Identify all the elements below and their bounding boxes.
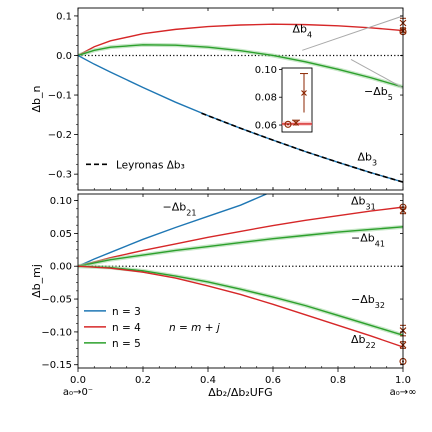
- bot-annotation-0: −Δb21: [163, 200, 197, 217]
- bottom-legend: n = 3 n = 4 n = 5 n = m + j: [84, 306, 220, 350]
- bottom-panel: 0.10 0.05 0.00 −0.05 −0.10 −0.15 0.0 0.2 0.4 0.6 0…: [30, 193, 417, 399]
- bot-xtick-label-4: 0.8: [330, 375, 346, 386]
- bot-annotation-3: −Δb32: [351, 293, 385, 310]
- top-panel: 0.1 0.0 −0.1 −0.2 −0.3 Δb_n Δb4 −Δb5 Δb3 Leyron…: [30, 7, 407, 191]
- top-annotation-0: Δb4: [293, 23, 313, 40]
- bot-y-axis-label: Δb_mj: [30, 264, 43, 298]
- xtick-extra-left: a₀→0⁻: [63, 387, 93, 398]
- bot-series-line-1: [78, 206, 403, 267]
- legend-label-0: n = 3: [112, 306, 141, 318]
- top-annotation-1: −Δb5: [364, 85, 393, 102]
- inset-o-marker-2: [284, 120, 292, 128]
- top-ytick-label-3: −0.2: [48, 130, 72, 141]
- bottom-annotations-group: −Δb21 Δb31 −Δb41 −Δb32 Δb22: [163, 195, 385, 350]
- inset-o-dot-2: [287, 123, 289, 126]
- bot-annotation-4: Δb22: [351, 333, 376, 350]
- top-series-group: [78, 15, 403, 183]
- bot-annotation-1: Δb31: [351, 195, 376, 212]
- bot-xtick-label-5: 1.0: [395, 375, 411, 386]
- bot-ytick-label-4: −0.10: [41, 327, 72, 338]
- legend-label-1: n = 4: [112, 322, 141, 334]
- inset-x-marker-0: [301, 90, 307, 96]
- bot-xtick-label-1: 0.2: [135, 375, 151, 386]
- bot-ytick-label-0: 0.10: [50, 196, 72, 207]
- top-ytick-label-1: 0.0: [56, 51, 72, 62]
- top-axis-group: 0.1 0.0 −0.1 −0.2 −0.3 Δb_n: [30, 7, 404, 191]
- bottom-axis-group: 0.10 0.05 0.00 −0.05 −0.10 −0.15 0.0 0.2 0.4 0.6 0…: [30, 193, 417, 399]
- bot-xtick-label-0: 0.0: [70, 375, 86, 386]
- top-y-axis-label: Δb_n: [30, 85, 43, 112]
- bot-ytick-label-5: −0.15: [41, 360, 72, 371]
- top-annotations-group: Δb4 −Δb5 Δb3: [293, 23, 393, 167]
- bottom-series-group: [78, 194, 403, 348]
- x-axis-label: Δb₂/Δb₂UFG: [208, 386, 272, 399]
- inset-ytick-label-2: 0.06: [255, 121, 277, 132]
- inset-x-marker-1: [293, 120, 299, 126]
- bot-series-line-0: [78, 194, 267, 267]
- bot-ytick-label-2: 0.00: [50, 262, 72, 273]
- bot-annotation-2: −Δb41: [351, 231, 385, 248]
- bot-xtick-label-3: 0.6: [265, 375, 281, 386]
- top-legend-label: Leyronas Δb₃: [116, 159, 185, 171]
- bot-xtick-label-2: 0.4: [200, 375, 216, 386]
- legend-label-2: n = 5: [112, 338, 141, 350]
- xtick-extra-right: a₀→∞: [390, 387, 417, 398]
- inset-ytick-label-0: 0.10: [255, 65, 277, 76]
- bot-series-line-3: [78, 265, 403, 336]
- legend-note: n = m + j: [169, 322, 220, 334]
- top-ytick-label-0: 0.1: [56, 11, 72, 22]
- top-series-line-3: [201, 112, 403, 183]
- top-series-line-5: [350, 58, 403, 89]
- top-series-line-0: [78, 23, 403, 57]
- inset-ytick-label-1: 0.08: [255, 93, 277, 104]
- top-legend: Leyronas Δb₃: [86, 159, 185, 171]
- bot-series-line-2: [78, 226, 403, 267]
- bot-ytick-label-1: 0.05: [50, 229, 72, 240]
- top-annotation-2: Δb3: [358, 150, 378, 167]
- bot-ytick-label-3: −0.05: [41, 295, 72, 306]
- top-inset: 0.10 0.08 0.06: [255, 65, 313, 133]
- bot-series-line-4: [78, 265, 403, 348]
- top-series-line-1: [78, 44, 403, 88]
- top-ytick-label-2: −0.1: [48, 91, 72, 102]
- top-ytick-label-4: −0.3: [48, 170, 72, 181]
- top-series-line-4: [302, 15, 403, 51]
